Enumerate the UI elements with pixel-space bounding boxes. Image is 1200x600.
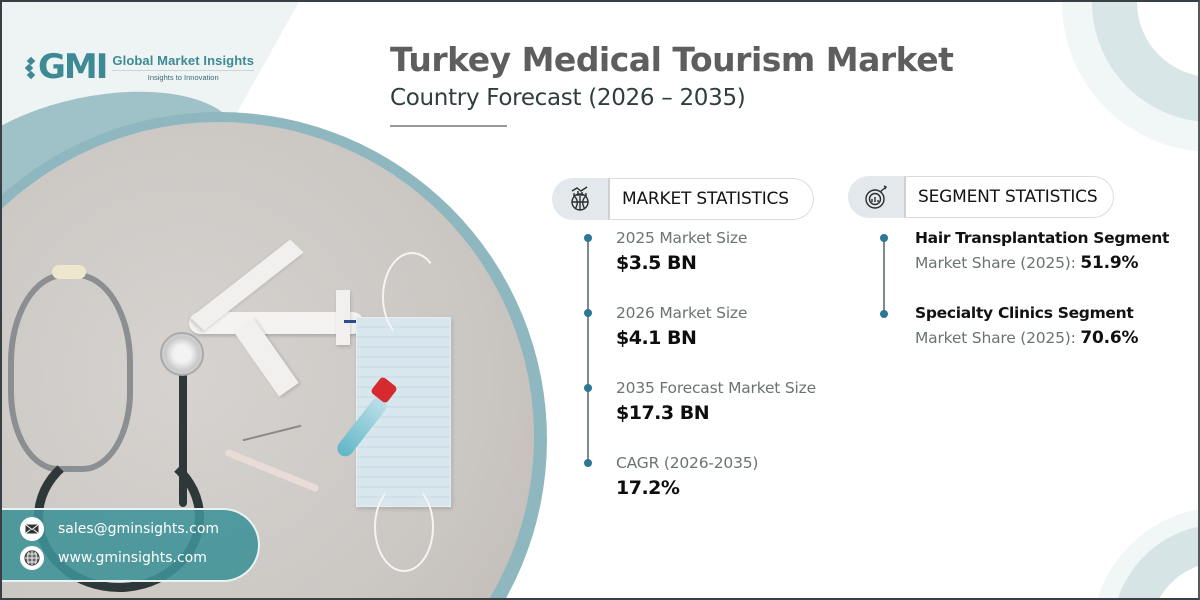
mask-string xyxy=(374,482,434,572)
stethoscope-chestpiece xyxy=(160,332,204,376)
market-statistics-heading: MARKET STATISTICS xyxy=(608,178,814,220)
title-divider xyxy=(390,125,507,127)
segment-statistics-heading: SEGMENT STATISTICS xyxy=(904,176,1114,218)
market-statistics-header: MARKET STATISTICS xyxy=(552,178,814,220)
airplane-tail xyxy=(336,290,350,345)
stat-label: 2026 Market Size xyxy=(616,304,748,322)
page-title: Turkey Medical Tourism Market xyxy=(390,40,954,79)
segment-share-value: 70.6% xyxy=(1080,328,1139,348)
stat-label: 2025 Market Size xyxy=(616,229,748,247)
email-link[interactable]: sales@gminsights.com xyxy=(58,521,220,537)
segment-share: Market Share (2025): 70.6% xyxy=(915,328,1139,348)
syringe xyxy=(224,448,320,493)
timeline-dot xyxy=(584,384,592,392)
timeline-line xyxy=(587,238,589,464)
timeline-line xyxy=(883,238,885,314)
timeline-dot xyxy=(584,459,592,467)
needle xyxy=(242,424,302,442)
stat-value: $17.3 BN xyxy=(616,402,710,424)
timeline-dot xyxy=(584,309,592,317)
stat-label: CAGR (2026-2035) xyxy=(616,454,759,472)
segment-name: Specialty Clinics Segment xyxy=(915,304,1134,322)
target-chart-icon xyxy=(848,176,904,218)
segment-share-label: Market Share (2025): xyxy=(915,254,1076,272)
timeline-dot xyxy=(880,234,888,242)
logo-mark-text: GMI xyxy=(38,47,108,87)
stethoscope-stem xyxy=(179,367,187,507)
brand-name: Global Market Insights xyxy=(112,53,255,71)
stat-value: $4.1 BN xyxy=(616,327,697,349)
contact-bar: sales@gminsights.com www.gminsights.com xyxy=(2,508,260,582)
page-subtitle: Country Forecast (2026 – 2035) xyxy=(390,85,746,111)
contact-website[interactable]: www.gminsights.com xyxy=(20,546,207,570)
globe-icon xyxy=(20,546,44,570)
timeline-dot xyxy=(880,310,888,318)
segment-share-value: 51.9% xyxy=(1080,253,1139,273)
logo-mark: GMI xyxy=(24,47,108,87)
logo-diamond-icon xyxy=(24,56,36,80)
segment-share: Market Share (2025): 51.9% xyxy=(915,253,1139,273)
segment-statistics-header: SEGMENT STATISTICS xyxy=(848,176,1114,218)
airplane-icon xyxy=(189,312,364,334)
segment-share-label: Market Share (2025): xyxy=(915,329,1076,347)
stethoscope-earpieces xyxy=(52,265,86,279)
contact-email[interactable]: sales@gminsights.com xyxy=(20,517,219,541)
segment-name: Hair Transplantation Segment xyxy=(915,229,1170,247)
mask-string xyxy=(382,252,442,342)
timeline-dot xyxy=(584,234,592,242)
stat-label: 2035 Forecast Market Size xyxy=(616,379,816,397)
envelope-icon xyxy=(20,517,44,541)
stat-value: 17.2% xyxy=(616,477,680,499)
globe-chart-icon xyxy=(552,178,608,220)
website-link[interactable]: www.gminsights.com xyxy=(58,550,207,566)
stat-value: $3.5 BN xyxy=(616,252,697,274)
brand-tagline: Insights to Innovation xyxy=(147,72,219,82)
gmi-logo[interactable]: GMI Global Market Insights Insights to I… xyxy=(24,47,255,87)
